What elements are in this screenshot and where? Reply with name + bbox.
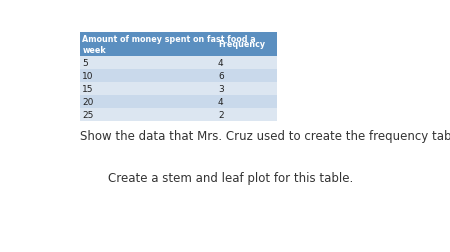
Text: 15: 15 (82, 84, 94, 93)
Text: Frequency: Frequency (218, 40, 265, 49)
Text: 6: 6 (218, 71, 224, 80)
Bar (80, 82, 215, 96)
Text: Show the data that Mrs. Cruz used to create the frequency table above.: Show the data that Mrs. Cruz used to cre… (80, 129, 450, 142)
Bar (215, 33, 277, 56)
Bar (80, 96, 215, 108)
Text: Create a stem and leaf plot for this table.: Create a stem and leaf plot for this tab… (108, 171, 353, 184)
Bar (215, 82, 277, 96)
Text: 3: 3 (218, 84, 224, 93)
Bar (80, 69, 215, 82)
Bar (215, 108, 277, 121)
Text: 4: 4 (218, 58, 224, 67)
Text: 10: 10 (82, 71, 94, 80)
Text: Amount of money spent on fast food a
week: Amount of money spent on fast food a wee… (82, 35, 256, 55)
Text: 2: 2 (218, 111, 224, 119)
Bar (80, 108, 215, 121)
Text: 5: 5 (82, 58, 88, 67)
Text: 25: 25 (82, 111, 94, 119)
Text: 4: 4 (218, 98, 224, 106)
Bar (215, 56, 277, 69)
Bar (80, 33, 215, 56)
Text: 20: 20 (82, 98, 94, 106)
Bar (80, 56, 215, 69)
Bar (215, 96, 277, 108)
Bar (215, 69, 277, 82)
